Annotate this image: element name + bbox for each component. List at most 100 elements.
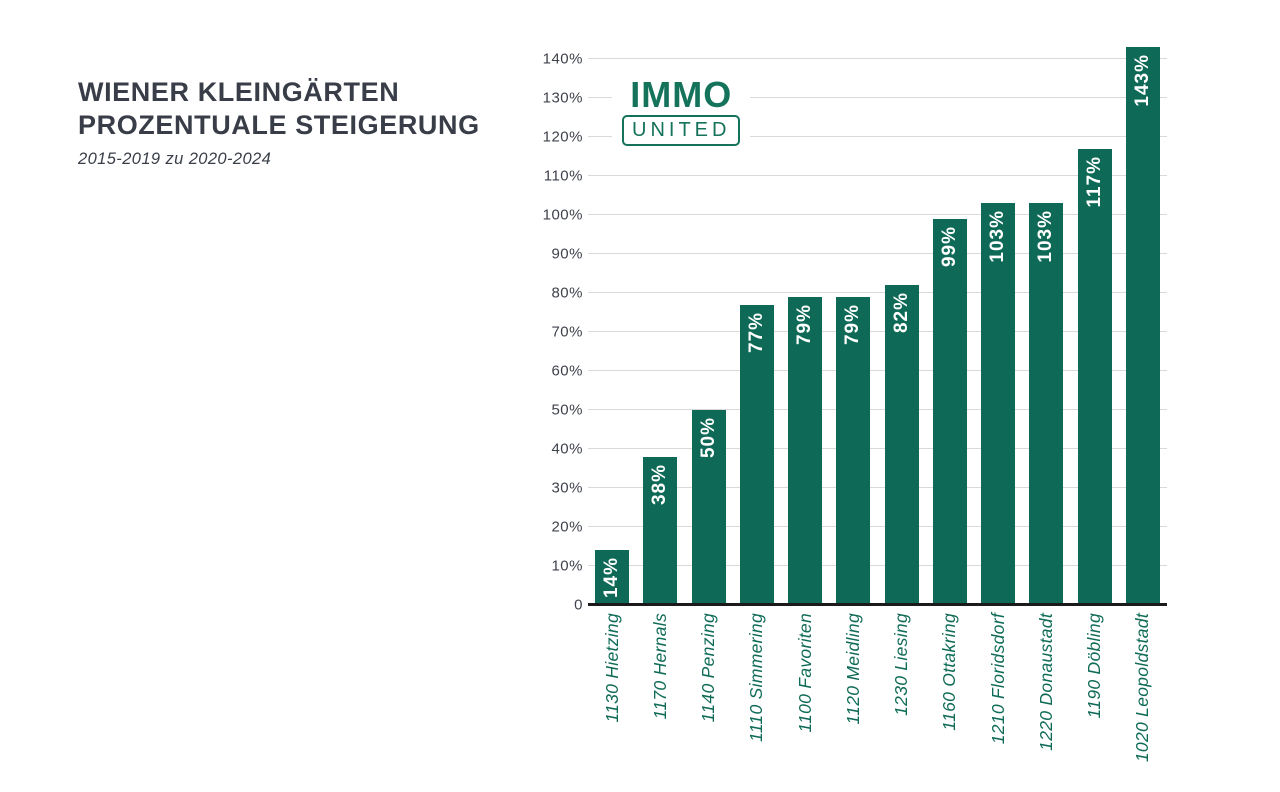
bar-value-label: 103% <box>987 210 1009 263</box>
y-tick-label-100: 100% <box>542 206 583 224</box>
y-tick-label-70: 70% <box>551 323 583 341</box>
gridline-140 <box>588 58 1167 59</box>
gridline-30 <box>588 487 1167 488</box>
x-category-label-1210-floridsdorf: 1210 Floridsdorf <box>987 613 1008 745</box>
y-tick-label-10: 10% <box>551 557 583 575</box>
bar-1220-donaustadt: 103% <box>1029 203 1064 605</box>
chart-title-line-1: WIENER KLEINGÄRTEN <box>78 77 400 107</box>
title-block: WIENER KLEINGÄRTEN PROZENTUALE STEIGERUN… <box>78 76 480 169</box>
bar-slot: 82% <box>878 39 926 605</box>
bar-1130-hietzing: 14% <box>595 550 630 605</box>
x-axis-line <box>588 603 1167 606</box>
y-tick-label-110: 110% <box>543 167 583 185</box>
bar-1210-floridsdorf: 103% <box>981 203 1016 605</box>
bar-value-label: 14% <box>601 557 623 599</box>
gridline-70 <box>588 331 1167 332</box>
y-tick-label-40: 40% <box>551 440 583 458</box>
bar-slot: 99% <box>926 39 974 605</box>
y-tick-label-80: 80% <box>551 284 583 302</box>
y-tick-label-130: 130% <box>542 89 583 107</box>
bar-slot: 117% <box>1071 39 1119 605</box>
bar-1190-döbling: 117% <box>1077 149 1112 605</box>
bar-slot: 77% <box>733 39 781 605</box>
plot-area: 14% 38% 50% 77% 79% 79% 82% 99% 103% 103% 117% 143% <box>588 39 1167 606</box>
x-label-slot: 1220 Donaustadt <box>1022 613 1070 783</box>
x-category-label-1220-donaustadt: 1220 Donaustadt <box>1035 613 1056 751</box>
x-label-slot: 1020 Leopoldstadt <box>1119 613 1167 783</box>
bar-1230-liesing: 82% <box>884 285 919 605</box>
bar-slot: 79% <box>781 39 829 605</box>
bar-value-label: 79% <box>842 304 864 346</box>
gridline-10 <box>588 565 1167 566</box>
x-category-label-1130-hietzing: 1130 Hietzing <box>601 613 622 723</box>
gridline-40 <box>588 448 1167 449</box>
x-label-slot: 1120 Meidling <box>829 613 877 783</box>
x-label-slot: 1160 Ottakring <box>926 613 974 783</box>
bar-value-label: 117% <box>1083 156 1105 208</box>
bar-value-label: 77% <box>745 312 767 354</box>
y-tick-label-50: 50% <box>551 401 583 419</box>
bar-value-label: 99% <box>938 226 960 268</box>
bar-slot: 79% <box>829 39 877 605</box>
bar-slot: 14% <box>588 39 636 605</box>
gridline-110 <box>588 175 1167 176</box>
x-category-label-1170-hernals: 1170 Hernals <box>649 613 670 720</box>
bar-1020-leopoldstadt: 143% <box>1125 47 1160 605</box>
immo-united-logo: IMMO UNITED <box>612 74 751 152</box>
logo-immo-text: IMMO <box>630 74 733 115</box>
bars-row: 14% 38% 50% 77% 79% 79% 82% 99% 103% 103% 117% 143% <box>588 39 1167 605</box>
bar-1160-ottakring: 99% <box>932 219 967 605</box>
bar-slot: 38% <box>636 39 684 605</box>
x-category-label-1020-leopoldstadt: 1020 Leopoldstadt <box>1132 613 1153 763</box>
x-label-slot: 1140 Penzing <box>685 613 733 783</box>
bar-1110-simmering: 77% <box>739 305 774 605</box>
bar-value-label: 50% <box>697 417 719 459</box>
x-label-slot: 1190 Döbling <box>1071 613 1119 783</box>
bar-1140-penzing: 50% <box>691 410 726 605</box>
x-label-slot: 1170 Hernals <box>636 613 684 783</box>
x-axis-labels: 1130 Hietzing 1170 Hernals 1140 Penzing 111… <box>588 613 1167 783</box>
bar-value-label: 103% <box>1035 210 1057 263</box>
bar-value-label: 79% <box>794 304 816 346</box>
chart-title-line-2: PROZENTUALE STEIGERUNG <box>78 110 480 140</box>
gridline-120 <box>588 136 1167 137</box>
gridline-80 <box>588 292 1167 293</box>
y-tick-label-60: 60% <box>551 362 583 380</box>
bar-value-label: 82% <box>890 292 912 334</box>
logo-united-box: UNITED <box>622 115 741 146</box>
y-tick-label-30: 30% <box>551 479 583 497</box>
x-category-label-1110-simmering: 1110 Simmering <box>746 613 767 743</box>
gridline-90 <box>588 253 1167 254</box>
x-label-slot: 1210 Floridsdorf <box>974 613 1022 783</box>
y-axis-labels: 0 10% 20% 30% 40% 50% 60% 70% 80% 90% 100% 110% 120%… <box>520 39 583 613</box>
logo-united-text: UNITED <box>632 119 731 141</box>
x-category-label-1190-döbling: 1190 Döbling <box>1084 613 1105 719</box>
x-label-slot: 1130 Hietzing <box>588 613 636 783</box>
gridline-60 <box>588 370 1167 371</box>
y-tick-label-20: 20% <box>551 518 583 536</box>
y-tick-label-90: 90% <box>551 245 583 263</box>
gridline-100 <box>588 214 1167 215</box>
y-tick-label-120: 120% <box>542 128 583 146</box>
bar-value-label: 143% <box>1131 54 1153 107</box>
x-category-label-1160-ottakring: 1160 Ottakring <box>939 613 960 731</box>
x-label-slot: 1100 Favoriten <box>781 613 829 783</box>
y-tick-label-140: 140% <box>542 50 583 68</box>
gridline-50 <box>588 409 1167 410</box>
x-category-label-1100-favoriten: 1100 Favoriten <box>794 613 815 733</box>
x-label-slot: 1110 Simmering <box>733 613 781 783</box>
x-category-label-1230-liesing: 1230 Liesing <box>891 613 912 716</box>
bar-1120-meidling: 79% <box>836 297 871 605</box>
bar-1100-favoriten: 79% <box>788 297 823 605</box>
x-label-slot: 1230 Liesing <box>878 613 926 783</box>
gridline-20 <box>588 526 1167 527</box>
bar-slot: 50% <box>685 39 733 605</box>
bar-value-label: 38% <box>649 464 671 506</box>
chart-subtitle: 2015-2019 zu 2020-2024 <box>78 150 272 168</box>
bar-1170-hernals: 38% <box>643 457 678 605</box>
bar-slot: 103% <box>1022 39 1070 605</box>
bar-slot: 103% <box>974 39 1022 605</box>
gridline-130 <box>588 97 1167 98</box>
y-tick-label-0: 0 <box>574 596 583 614</box>
